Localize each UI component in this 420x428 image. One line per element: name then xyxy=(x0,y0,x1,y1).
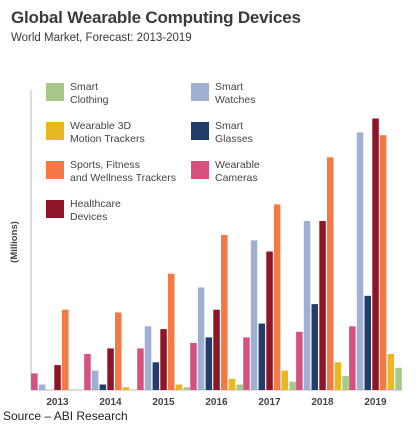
chart-title: Global Wearable Computing Devices xyxy=(11,8,301,27)
bar-smart-clothing-2016 xyxy=(236,384,243,390)
bar-smart-glasses-2018 xyxy=(311,304,318,390)
bar-smart-watches-2015 xyxy=(144,326,152,390)
bar-wearable-3d-motion-trackers-2018 xyxy=(334,362,342,390)
bar-wearable-3d-motion-trackers-2014 xyxy=(122,387,130,390)
bar-wearable-3d-motion-trackers-2015 xyxy=(175,384,183,390)
bar-sports-fitness-and-wellness-trackers-2016 xyxy=(221,234,228,390)
bar-sports-fitness-and-wellness-trackers-2017 xyxy=(273,204,281,390)
bar-smart-watches-2019 xyxy=(356,132,364,390)
source-note: Source – ABI Research xyxy=(3,409,128,423)
bar-sports-fitness-and-wellness-trackers-2014 xyxy=(115,312,122,390)
x-tick-label: 2016 xyxy=(205,397,228,408)
x-tick-label: 2013 xyxy=(46,397,69,408)
bar-smart-clothing-2018 xyxy=(342,376,349,390)
bar-sports-fitness-and-wellness-trackers-2015 xyxy=(168,273,175,390)
legend-swatch xyxy=(191,83,209,101)
legend-swatch xyxy=(46,161,64,179)
bar-smart-watches-2017 xyxy=(250,240,258,390)
x-tick-label: 2015 xyxy=(152,397,175,408)
chart-subtitle: World Market, Forecast: 2013-2019 xyxy=(11,32,192,44)
bar-smart-glasses-2017 xyxy=(258,323,266,390)
bar-wearable-cameras-2014 xyxy=(84,354,91,390)
bar-wearable-3d-motion-trackers-2016 xyxy=(228,378,236,390)
legend-swatch xyxy=(46,83,64,101)
legend-label: Smart Glasses xyxy=(215,120,253,145)
bar-healthcare-devices-2014 xyxy=(107,348,114,390)
bar-smart-glasses-2014 xyxy=(99,384,107,390)
bar-smart-glasses-2019 xyxy=(364,295,371,390)
bar-smart-watches-2014 xyxy=(91,370,99,390)
bar-healthcare-devices-2018 xyxy=(319,221,326,390)
bar-smart-clothing-2017 xyxy=(289,381,296,390)
bar-wearable-cameras-2016 xyxy=(190,342,197,390)
x-tick-label: 2018 xyxy=(311,397,334,408)
bar-smart-clothing-2015 xyxy=(183,387,190,390)
legend-label: Wearable 3D Motion Trackers xyxy=(70,120,145,145)
bar-healthcare-devices-2013 xyxy=(54,365,61,390)
legend-swatch xyxy=(191,161,209,179)
legend-swatch xyxy=(191,122,209,140)
bar-wearable-cameras-2018 xyxy=(296,331,303,390)
bar-smart-watches-2013 xyxy=(38,384,46,390)
legend-swatch xyxy=(46,200,64,218)
legend-label: Sports, Fitness and Wellness Trackers xyxy=(70,159,177,184)
bar-sports-fitness-and-wellness-trackers-2019 xyxy=(379,135,387,390)
x-tick-label: 2017 xyxy=(258,397,281,408)
bar-smart-glasses-2016 xyxy=(205,337,213,390)
bar-wearable-3d-motion-trackers-2017 xyxy=(281,370,289,390)
legend-label: Wearable Cameras xyxy=(215,159,260,184)
legend-label: Healthcare Devices xyxy=(70,198,121,223)
bar-healthcare-devices-2019 xyxy=(372,118,379,390)
bar-wearable-3d-motion-trackers-2019 xyxy=(387,354,395,390)
bar-healthcare-devices-2015 xyxy=(160,329,167,390)
bar-smart-watches-2018 xyxy=(303,221,311,390)
x-tick-label: 2019 xyxy=(364,397,387,408)
legend-swatch xyxy=(46,122,64,140)
bar-wearable-cameras-2013 xyxy=(31,373,38,390)
x-tick-label: 2014 xyxy=(99,397,122,408)
bar-smart-clothing-2019 xyxy=(395,367,402,390)
bar-wearable-cameras-2019 xyxy=(349,326,356,390)
bar-smart-watches-2016 xyxy=(197,287,205,390)
bar-healthcare-devices-2016 xyxy=(213,309,220,390)
bar-wearable-cameras-2015 xyxy=(137,348,144,390)
bar-smart-glasses-2015 xyxy=(152,362,160,390)
legend-label: Smart Clothing xyxy=(70,81,109,106)
bar-healthcare-devices-2017 xyxy=(266,251,273,390)
y-axis-label: (Millions) xyxy=(9,221,20,263)
bar-wearable-cameras-2017 xyxy=(243,337,250,390)
bar-sports-fitness-and-wellness-trackers-2013 xyxy=(62,309,69,390)
legend-label: Smart Watches xyxy=(215,81,256,106)
bar-sports-fitness-and-wellness-trackers-2018 xyxy=(326,157,334,390)
